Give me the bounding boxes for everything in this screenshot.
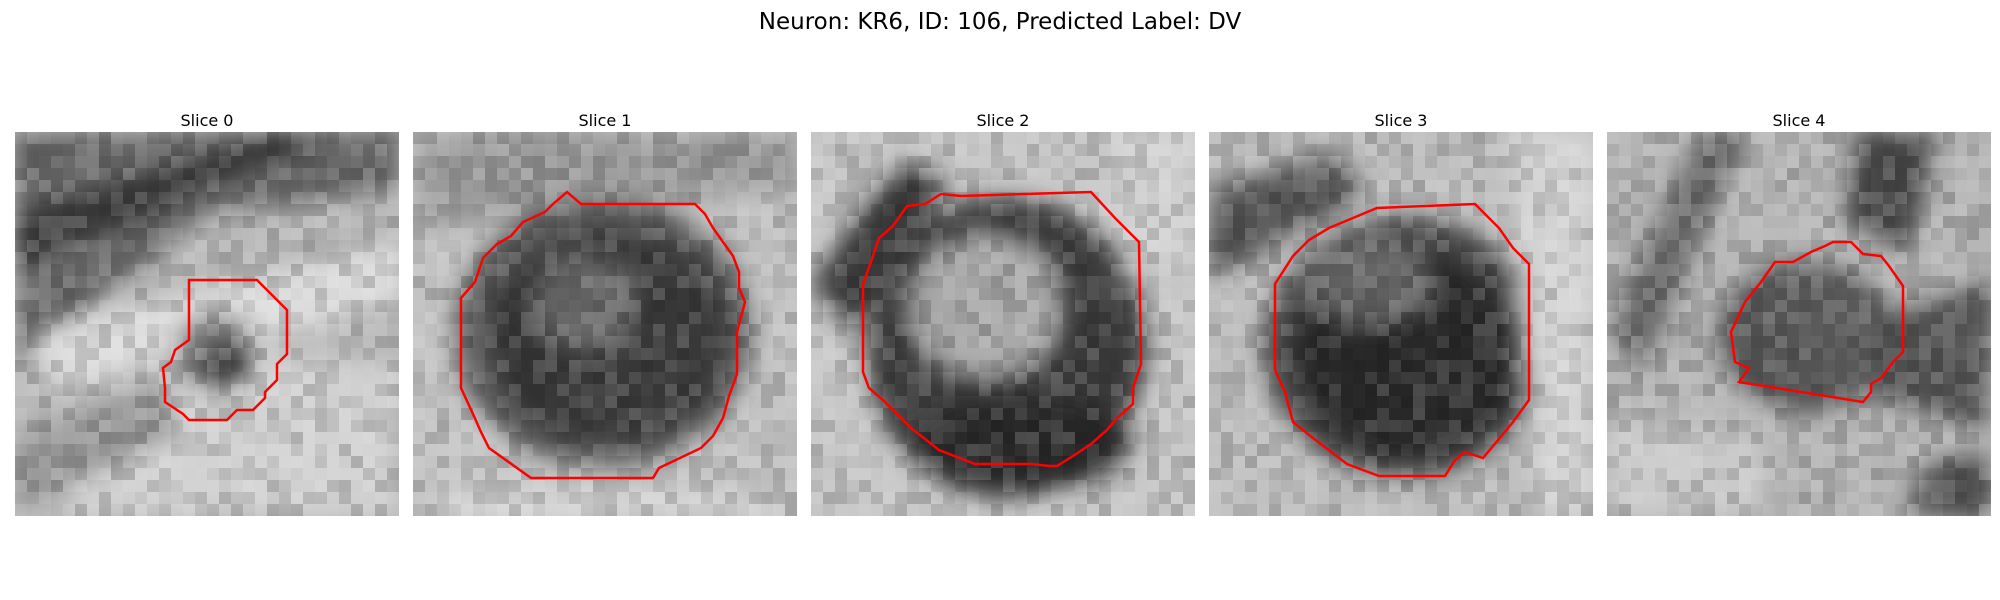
slice-title: Slice 4 bbox=[1772, 111, 1826, 130]
figure-title: Neuron: KR6, ID: 106, Predicted Label: D… bbox=[758, 9, 1242, 35]
slice-panel-2: Slice 2 bbox=[811, 110, 1195, 516]
slice-panel-3: Slice 3 bbox=[1209, 110, 1593, 516]
slice-panel-4: Slice 4 bbox=[1607, 110, 1991, 516]
roi-contour bbox=[1273, 202, 1531, 478]
roi-contour bbox=[459, 190, 747, 480]
slice-image bbox=[15, 132, 399, 516]
slice-image bbox=[1209, 132, 1593, 516]
slice-title: Slice 0 bbox=[180, 111, 234, 130]
slice-panel-1: Slice 1 bbox=[413, 110, 797, 516]
slice-panel-0: Slice 0 bbox=[15, 110, 399, 516]
slice-image bbox=[413, 132, 797, 516]
slice-title: Slice 1 bbox=[578, 111, 632, 130]
roi-contour bbox=[161, 278, 289, 422]
slice-title: Slice 2 bbox=[976, 111, 1030, 130]
slice-title: Slice 3 bbox=[1374, 111, 1428, 130]
slice-image bbox=[811, 132, 1195, 516]
slice-image bbox=[1607, 132, 1991, 516]
roi-contour bbox=[1729, 240, 1905, 404]
roi-contour bbox=[861, 190, 1143, 468]
